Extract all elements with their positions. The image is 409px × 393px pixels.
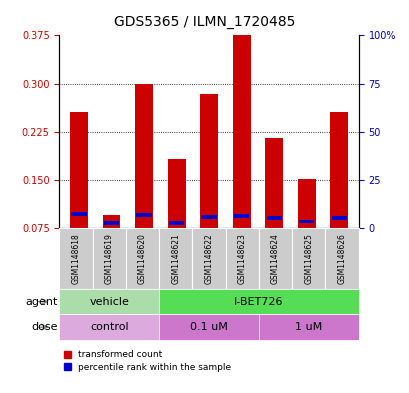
Text: GSM1148618: GSM1148618 <box>72 233 81 284</box>
Bar <box>298 220 314 224</box>
Bar <box>201 215 216 219</box>
Bar <box>232 35 250 228</box>
Bar <box>200 94 218 228</box>
Text: GSM1148621: GSM1148621 <box>171 233 180 284</box>
Text: GSM1148623: GSM1148623 <box>237 233 246 284</box>
Text: GSM1148619: GSM1148619 <box>105 233 114 284</box>
Text: 1 uM: 1 uM <box>294 322 322 332</box>
Text: GDS5365 / ILMN_1720485: GDS5365 / ILMN_1720485 <box>114 15 295 29</box>
Bar <box>265 138 283 228</box>
Bar <box>330 112 347 228</box>
Legend: transformed count, percentile rank within the sample: transformed count, percentile rank withi… <box>64 350 231 372</box>
Text: agent: agent <box>25 297 57 307</box>
Bar <box>135 83 153 228</box>
Bar <box>331 217 346 220</box>
Text: GSM1148625: GSM1148625 <box>303 233 312 284</box>
Text: I-BET726: I-BET726 <box>234 297 283 307</box>
Text: vehicle: vehicle <box>89 297 129 307</box>
Text: GSM1148624: GSM1148624 <box>270 233 279 284</box>
Bar <box>297 178 315 228</box>
Text: GSM1148626: GSM1148626 <box>337 233 346 284</box>
Bar <box>71 212 86 216</box>
Text: 0.1 uM: 0.1 uM <box>190 322 227 332</box>
Text: dose: dose <box>31 322 57 332</box>
Bar <box>136 213 151 217</box>
Text: GSM1148620: GSM1148620 <box>138 233 147 284</box>
Bar <box>234 215 249 218</box>
Bar <box>103 221 119 225</box>
Bar <box>102 215 120 228</box>
Bar <box>167 159 185 228</box>
Bar <box>70 112 88 228</box>
Text: GSM1148622: GSM1148622 <box>204 233 213 284</box>
Text: control: control <box>90 322 128 332</box>
Bar <box>169 221 184 225</box>
Bar <box>266 217 281 220</box>
